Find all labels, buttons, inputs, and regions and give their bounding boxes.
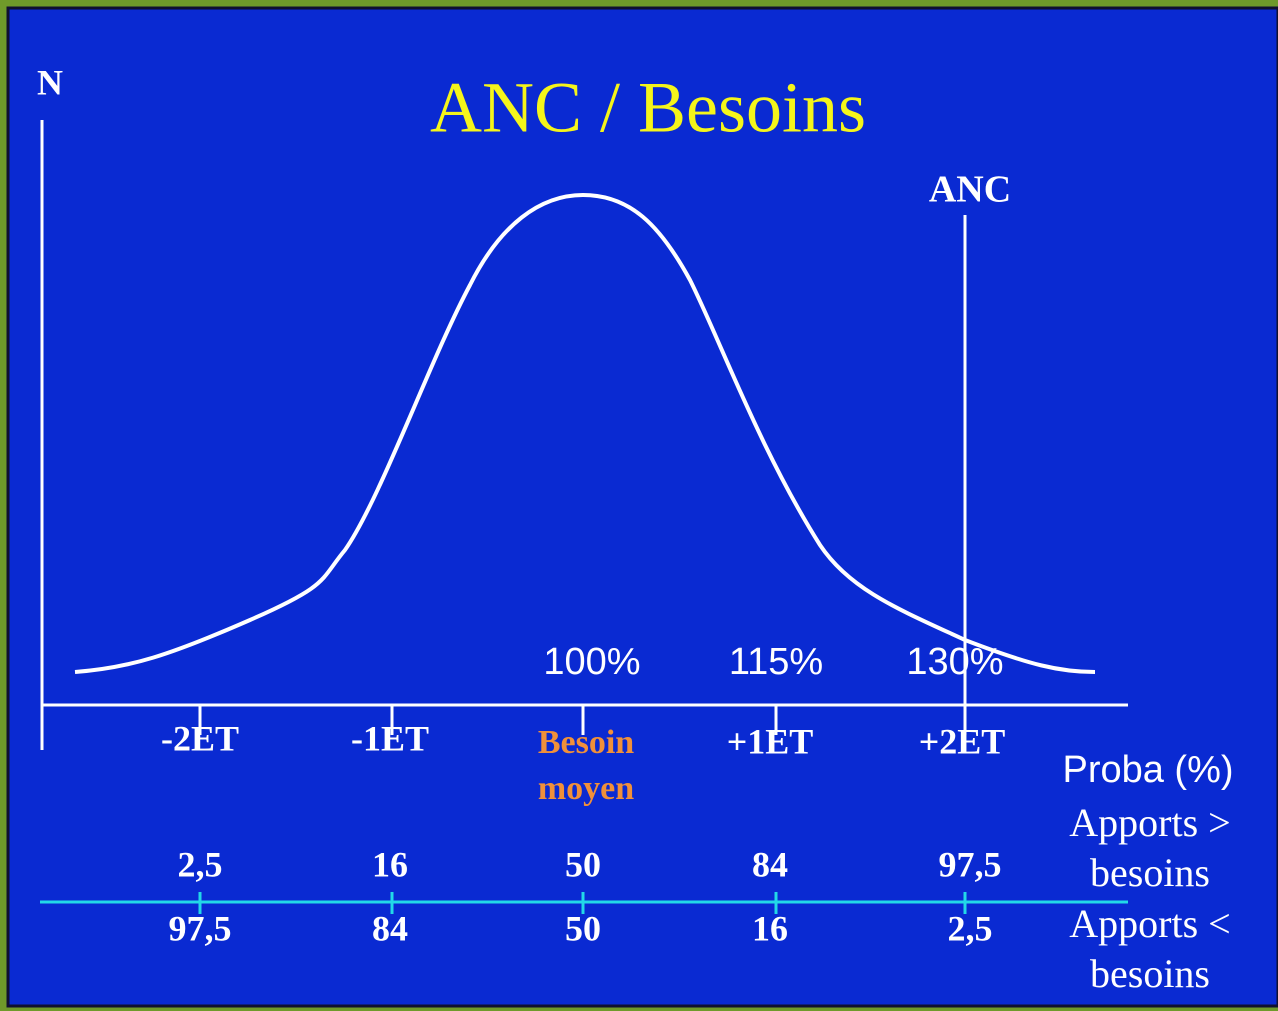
probability-values: 2,5 16 50 84 97,5 97,5 84 50 16 2,5 (169, 844, 1002, 948)
below-value: 97,5 (169, 908, 232, 948)
sd-label: -2ET (161, 718, 239, 758)
proba-axis (40, 892, 1128, 914)
anc-label: ANC (929, 169, 1011, 211)
below-label: Apports < (1069, 901, 1230, 946)
above-value: 97,5 (939, 844, 1002, 884)
above-value: 16 (372, 844, 408, 884)
below-value: 84 (372, 908, 408, 948)
above-label: Apports > (1069, 800, 1230, 845)
proba-label: Proba (%) (1062, 749, 1233, 791)
bell-curve (74, 192, 1096, 674)
above-value: 84 (752, 844, 788, 884)
mean-label: moyen (538, 770, 634, 807)
mean-label: Besoin (538, 724, 634, 761)
axes (40, 120, 1128, 750)
below-value: 16 (752, 908, 788, 948)
above-label: besoins (1090, 850, 1210, 895)
slide-background (6, 6, 1278, 1008)
above-value: 50 (565, 844, 601, 884)
title: ANC / Besoins (430, 68, 866, 148)
percent-label: 130% (906, 641, 1003, 683)
above-value: 2,5 (178, 844, 223, 884)
sd-label: +1ET (727, 721, 814, 761)
below-label: besoins (1090, 951, 1210, 996)
sd-label: +2ET (919, 721, 1006, 761)
percent-label: 100% (543, 641, 640, 683)
y-axis-label: N (37, 62, 63, 102)
below-value: 2,5 (948, 908, 993, 948)
sd-label: -1ET (351, 718, 429, 758)
below-value: 50 (565, 908, 601, 948)
percent-label: 115% (729, 641, 823, 683)
